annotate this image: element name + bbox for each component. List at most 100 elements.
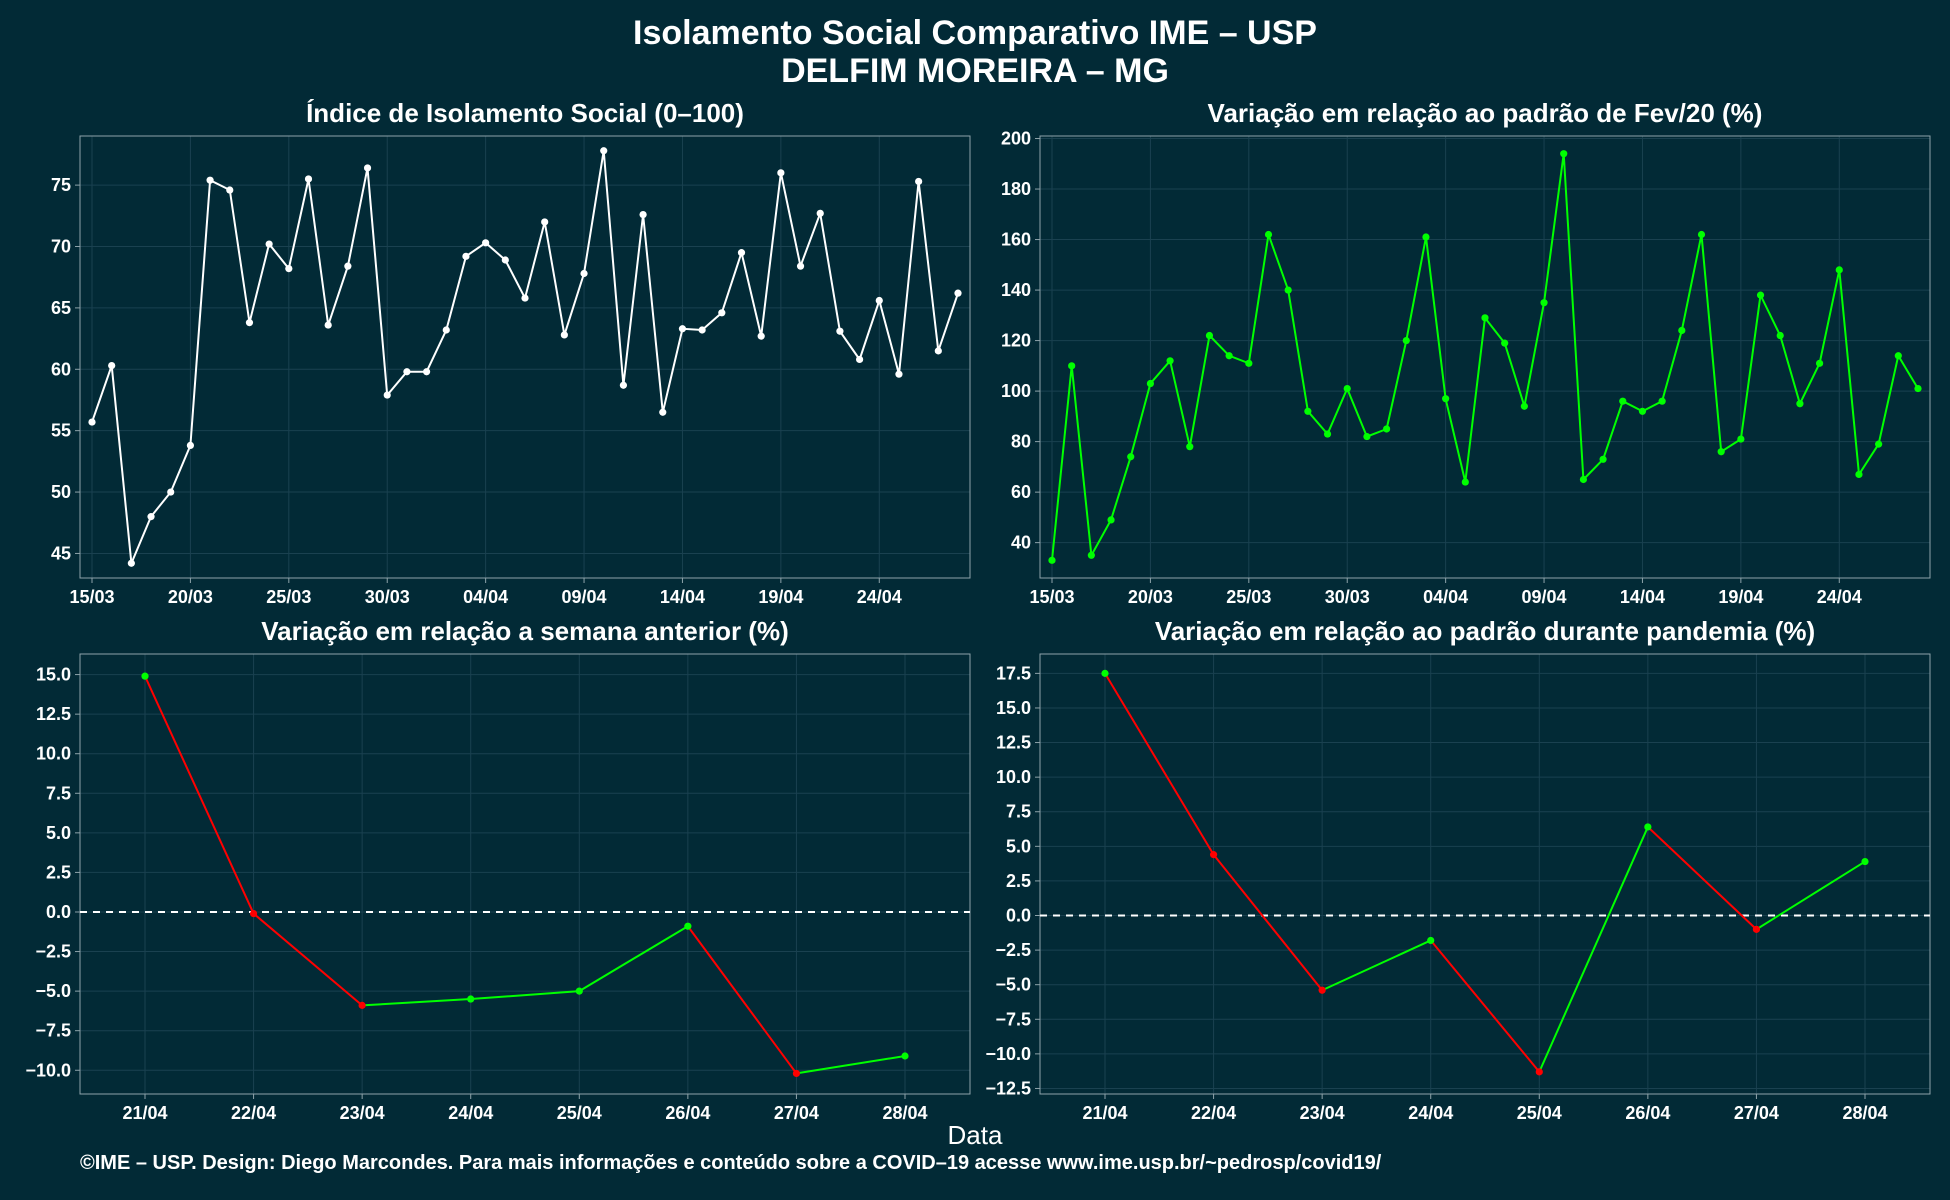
panel1-point <box>442 326 450 334</box>
panel1-point <box>580 269 588 278</box>
panel2-xtick-label: 30/03 <box>1325 587 1370 607</box>
panel3-ytick-label: −2.5 <box>35 942 71 962</box>
panel1-point <box>836 327 844 335</box>
panel2-ytick-label: 60 <box>1011 482 1031 502</box>
panel2-point <box>1501 339 1509 347</box>
panel1-point <box>186 441 195 449</box>
panel2-point <box>1245 359 1253 367</box>
panel1-ytick-label: 60 <box>51 359 71 379</box>
panel3-ytick-label: 12.5 <box>36 704 71 724</box>
panel4-xtick-label: 24/04 <box>1408 1103 1453 1123</box>
panel3-segment <box>144 675 255 914</box>
panel1-point <box>678 325 687 333</box>
panel1-xtick-label: 14/04 <box>660 587 705 607</box>
panel3-ytick-label: 7.5 <box>46 783 71 803</box>
panel4-point <box>1535 1068 1543 1076</box>
panel3-ytick-label: −10.0 <box>25 1060 71 1080</box>
panel2-point <box>1284 286 1292 294</box>
panel4-frame <box>1039 653 1931 1095</box>
panel2-point <box>1068 362 1076 370</box>
panel3-xtick-label: 24/04 <box>448 1103 493 1123</box>
panel1-point <box>147 513 155 521</box>
panel2-point <box>1382 425 1391 433</box>
panel2-point <box>1560 150 1568 158</box>
panel2-point <box>1619 397 1627 405</box>
panel1-xtick-label: 25/03 <box>266 587 311 607</box>
panel1-frame <box>79 135 971 579</box>
panel1-point <box>541 218 549 226</box>
chart-title-line2: DELFIM MOREIRA – MG <box>781 52 1169 90</box>
panel2-point <box>1776 331 1784 340</box>
panel1-ytick-label: 55 <box>51 421 71 441</box>
panel2-point <box>1697 230 1706 239</box>
panel2-point <box>1855 470 1863 479</box>
panel4-xtick-label: 26/04 <box>1625 1103 1670 1123</box>
panel4-point <box>1318 986 1326 994</box>
panel2-point <box>1363 432 1371 441</box>
panel1-xtick-label: 20/03 <box>168 587 213 607</box>
panel4-ytick-label: 15.0 <box>996 698 1031 718</box>
panel2-ytick-label: 180 <box>1001 179 1031 199</box>
panel2-xtick-label: 25/03 <box>1226 587 1271 607</box>
panel4-ytick-label: −10.0 <box>985 1044 1031 1064</box>
panel1-point <box>560 331 568 339</box>
panel2-point <box>1540 299 1548 307</box>
panel4-xtick-label: 21/04 <box>1082 1103 1127 1123</box>
panel3-ytick-label: −5.0 <box>35 981 71 1001</box>
panel1-point <box>206 176 214 184</box>
panel4-title: Variação em relação ao padrão durante pa… <box>1155 616 1815 646</box>
panel4-segment <box>1212 854 1323 991</box>
panel2-xtick-label: 20/03 <box>1128 587 1173 607</box>
panel1-point <box>245 319 254 327</box>
panel1-point <box>363 164 372 172</box>
panel1-point <box>383 391 391 399</box>
panel4-xtick-label: 22/04 <box>1191 1103 1236 1123</box>
panel2-title: Variação em relação ao padrão de Fev/20 … <box>1208 98 1763 128</box>
panel3-xtick-label: 25/04 <box>557 1103 602 1123</box>
panel2-point <box>1205 331 1214 340</box>
panel3-xtick-label: 27/04 <box>774 1103 819 1123</box>
panel1-point <box>895 370 903 378</box>
panel2-xtick-label: 04/04 <box>1423 587 1468 607</box>
panel1-ytick-label: 45 <box>51 543 71 563</box>
panel1-ytick-label: 65 <box>51 298 71 318</box>
panel3-xtick-label: 26/04 <box>665 1103 710 1123</box>
panel4-ytick-label: 10.0 <box>996 767 1031 787</box>
panel3-frame <box>79 653 971 1095</box>
panel2-ytick-label: 200 <box>1001 129 1031 149</box>
panel1-title: Índice de Isolamento Social (0–100) <box>306 98 744 128</box>
panel2-point <box>1107 516 1115 524</box>
panel2-point <box>1048 556 1056 564</box>
panel1-point <box>757 332 765 340</box>
panel3-point <box>575 987 583 995</box>
panel2-point <box>1520 402 1528 410</box>
panel3-ytick-label: 10.0 <box>36 744 71 764</box>
panel2-point <box>1225 352 1233 360</box>
panel4-ytick-label: 7.5 <box>1006 802 1031 822</box>
panel4-ytick-label: −2.5 <box>995 940 1031 960</box>
panel1-xtick-label: 19/04 <box>758 587 803 607</box>
panel2-point <box>1166 357 1174 365</box>
panel1-point <box>108 361 116 370</box>
panel4-point <box>1861 857 1869 866</box>
panel2-point <box>1146 379 1155 388</box>
panel2-xtick-label: 14/04 <box>1620 587 1665 607</box>
panel4-point <box>1101 669 1109 677</box>
panel4-segment <box>1647 826 1758 931</box>
panel4-segment <box>1321 939 1432 992</box>
panel1-point <box>304 175 313 183</box>
panel2-xtick-label: 15/03 <box>1029 587 1074 607</box>
panel1-point <box>403 368 411 376</box>
panel3-point <box>249 909 258 918</box>
panel4-point <box>1752 925 1761 933</box>
panel3-segment <box>687 925 798 1075</box>
panel2-ytick-label: 100 <box>1001 381 1031 401</box>
panel1-point <box>127 559 135 567</box>
panel2-point <box>1875 440 1883 448</box>
panel4-segment <box>1429 939 1541 1073</box>
panel2-point <box>1422 233 1430 241</box>
panel2-point <box>1402 336 1410 345</box>
panel1-point <box>777 169 785 177</box>
panel4-ytick-label: −7.5 <box>995 1009 1031 1029</box>
